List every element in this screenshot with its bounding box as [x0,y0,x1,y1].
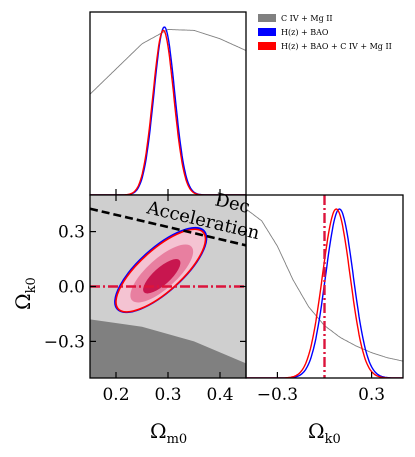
disallowed-region [90,319,246,378]
legend-swatch [258,42,276,50]
y-tick-label: 0.0 [58,278,85,298]
x-tick-label: 0.4 [206,385,233,405]
legend: C IV + Mg II H(z) + BAO H(z) + BAO + C IV … [258,14,392,51]
legend-label: H(z) + BAO + C IV + Mg II [281,42,392,51]
legend-label: C IV + Mg II [281,14,333,23]
marginal-omega-k0-curve [246,208,403,378]
y-tick-label: 0.3 [58,223,85,243]
right-x-tick-label: 0.3 [358,385,385,405]
legend-label: H(z) + BAO [281,28,329,37]
marginal-omega-k0-frame [245,194,404,379]
contour-combined-1sigma [143,259,181,294]
x-tick-label: 0.2 [102,385,129,405]
right-x-tick-label: −0.3 [257,385,298,405]
marginal-omega-m0-curve [90,26,246,195]
marginal-omega-m0-curve [90,29,246,195]
y-tick-label: −0.3 [44,332,85,352]
y-axis-label-omega-k0: Ωk0 [11,277,39,310]
legend-swatch [258,28,276,36]
x-axis-label-omega-k0: Ωk0 [308,419,341,447]
legend-swatch [258,14,276,22]
x-axis-label-omega-m0: Ωm0 [150,419,187,447]
marginal-omega-m0-curve [90,29,246,95]
marginal-omega-m0-panel [89,11,247,196]
x-tick-label: 0.3 [154,385,181,405]
joint-contour-panel: Acceleration Dec 0.2 0.3 0.40.30.0−0.3 [44,189,262,405]
acceleration-boundary-line [90,207,246,247]
marginal-omega-k0-curve [246,208,403,378]
marginal-omega-k0-panel: −0.3 0.3 [245,194,404,405]
